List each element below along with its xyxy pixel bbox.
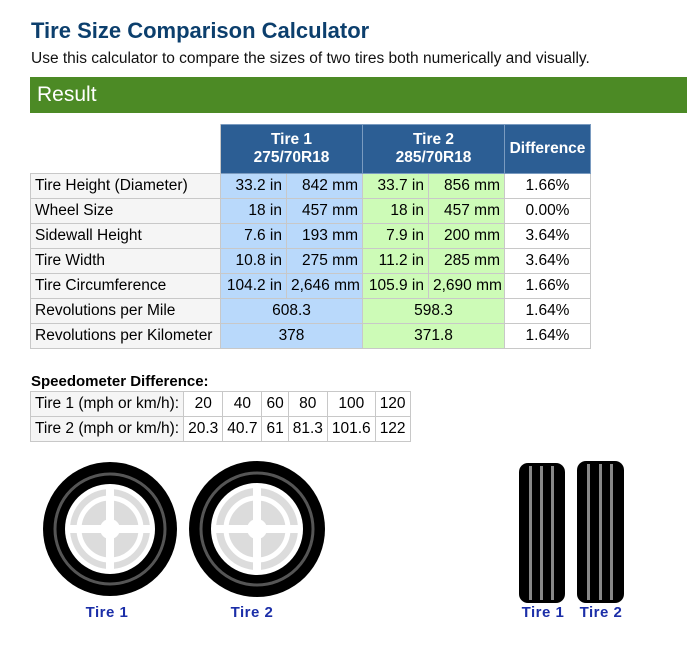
header-blank bbox=[30, 124, 221, 174]
tire1-mm: 193 mm bbox=[286, 223, 363, 249]
table-row: Tire Height (Diameter) 33.2 in 842 mm 33… bbox=[30, 173, 591, 199]
table-row: Wheel Size 18 in 457 mm 18 in 457 mm 0.0… bbox=[30, 198, 591, 224]
speed-value: 20 bbox=[183, 391, 224, 417]
tire1-inches: 18 in bbox=[220, 198, 287, 224]
tire1-mm: 2,646 mm bbox=[286, 273, 363, 299]
table-row: Sidewall Height 7.6 in 193 mm 7.9 in 200… bbox=[30, 223, 591, 249]
table-row: Tire 1 (mph or km/h): 20 40 60 80 100 12… bbox=[29, 391, 411, 417]
difference-value: 1.64% bbox=[504, 323, 591, 349]
table-header-row: Tire 1 275/70R18 Tire 2 285/70R18 Differ… bbox=[30, 124, 591, 174]
tire2-mm: 200 mm bbox=[428, 223, 505, 249]
tire2-value: 371.8 bbox=[362, 323, 505, 349]
table-row: Tire Circumference 104.2 in 2,646 mm 105… bbox=[30, 273, 591, 299]
tire2-inches: 7.9 in bbox=[362, 223, 429, 249]
table-row: Revolutions per Kilometer 378 371.8 1.64… bbox=[30, 323, 591, 349]
difference-value: 3.64% bbox=[504, 248, 591, 274]
tire1-inches: 33.2 in bbox=[220, 173, 287, 199]
speed-value: 80 bbox=[287, 391, 328, 417]
difference-value: 1.64% bbox=[504, 298, 591, 324]
row-label: Tire Circumference bbox=[30, 273, 221, 299]
row-label: Wheel Size bbox=[30, 198, 221, 224]
speed-value: 40 bbox=[222, 391, 263, 417]
header-difference: Difference bbox=[504, 124, 591, 174]
tire1-mm: 275 mm bbox=[286, 248, 363, 274]
tire1-front-view-icon bbox=[519, 463, 565, 603]
tire2-inches: 18 in bbox=[362, 198, 429, 224]
result-heading: Result bbox=[37, 83, 97, 106]
header-tire1-title: Tire 1 bbox=[270, 131, 313, 148]
tire2-mm: 285 mm bbox=[428, 248, 505, 274]
difference-value: 1.66% bbox=[504, 173, 591, 199]
tire1-inches: 10.8 in bbox=[220, 248, 287, 274]
tire2-front-view-icon bbox=[577, 461, 624, 603]
row-label: Tire Width bbox=[30, 248, 221, 274]
speed-value: 40.7 bbox=[222, 416, 263, 442]
tire1-value: 608.3 bbox=[220, 298, 363, 324]
result-header: Result bbox=[30, 77, 687, 113]
table-row: Tire 2 (mph or km/h): 20.3 40.7 61 81.3 … bbox=[29, 416, 411, 442]
tire1-inches: 104.2 in bbox=[220, 273, 287, 299]
row-label: Tire 1 (mph or km/h): bbox=[29, 391, 185, 417]
page-subtitle: Use this calculator to compare the sizes… bbox=[31, 50, 590, 67]
difference-value: 3.64% bbox=[504, 223, 591, 249]
tire2-side-caption: Tire 2 bbox=[230, 604, 274, 621]
speed-value: 60 bbox=[261, 391, 289, 417]
tire1-inches: 7.6 in bbox=[220, 223, 287, 249]
speed-value: 100 bbox=[326, 391, 376, 417]
tire2-mm: 856 mm bbox=[428, 173, 505, 199]
header-tire2: Tire 2 285/70R18 bbox=[362, 124, 505, 174]
row-label: Revolutions per Mile bbox=[30, 298, 221, 324]
row-label: Tire Height (Diameter) bbox=[30, 173, 221, 199]
tire1-side-view-icon bbox=[43, 462, 177, 596]
tire1-value: 378 bbox=[220, 323, 363, 349]
header-tire1: Tire 1 275/70R18 bbox=[220, 124, 363, 174]
tire2-mm: 457 mm bbox=[428, 198, 505, 224]
speed-value: 61 bbox=[261, 416, 289, 442]
speed-value: 120 bbox=[374, 391, 411, 417]
difference-value: 0.00% bbox=[504, 198, 591, 224]
tire2-inches: 33.7 in bbox=[362, 173, 429, 199]
row-label: Revolutions per Kilometer bbox=[30, 323, 221, 349]
speed-value: 81.3 bbox=[287, 416, 328, 442]
tire1-front-caption: Tire 1 bbox=[521, 604, 565, 621]
tire1-mm: 457 mm bbox=[286, 198, 363, 224]
page-title: Tire Size Comparison Calculator bbox=[31, 18, 370, 43]
tire1-mm: 842 mm bbox=[286, 173, 363, 199]
header-tire2-size: 285/70R18 bbox=[395, 149, 472, 166]
difference-value: 1.66% bbox=[504, 273, 591, 299]
table-row: Revolutions per Mile 608.3 598.3 1.64% bbox=[30, 298, 591, 324]
tire1-side-caption: Tire 1 bbox=[85, 604, 129, 621]
tire2-front-caption: Tire 2 bbox=[579, 604, 623, 621]
speedometer-table: Tire 1 (mph or km/h): 20 40 60 80 100 12… bbox=[29, 391, 411, 442]
row-label: Tire 2 (mph or km/h): bbox=[29, 416, 185, 442]
tire2-side-view-icon bbox=[189, 461, 325, 597]
tire2-value: 598.3 bbox=[362, 298, 505, 324]
tire2-mm: 2,690 mm bbox=[428, 273, 505, 299]
speedometer-title: Speedometer Difference: bbox=[31, 373, 209, 390]
speed-value: 122 bbox=[374, 416, 411, 442]
table-row: Tire Width 10.8 in 275 mm 11.2 in 285 mm… bbox=[30, 248, 591, 274]
result-table: Tire 1 275/70R18 Tire 2 285/70R18 Differ… bbox=[30, 124, 591, 349]
speed-value: 101.6 bbox=[326, 416, 376, 442]
header-tire1-size: 275/70R18 bbox=[253, 149, 330, 166]
header-tire2-title: Tire 2 bbox=[412, 131, 455, 148]
tire2-inches: 105.9 in bbox=[362, 273, 429, 299]
row-label: Sidewall Height bbox=[30, 223, 221, 249]
speed-value: 20.3 bbox=[183, 416, 224, 442]
tire2-inches: 11.2 in bbox=[362, 248, 429, 274]
